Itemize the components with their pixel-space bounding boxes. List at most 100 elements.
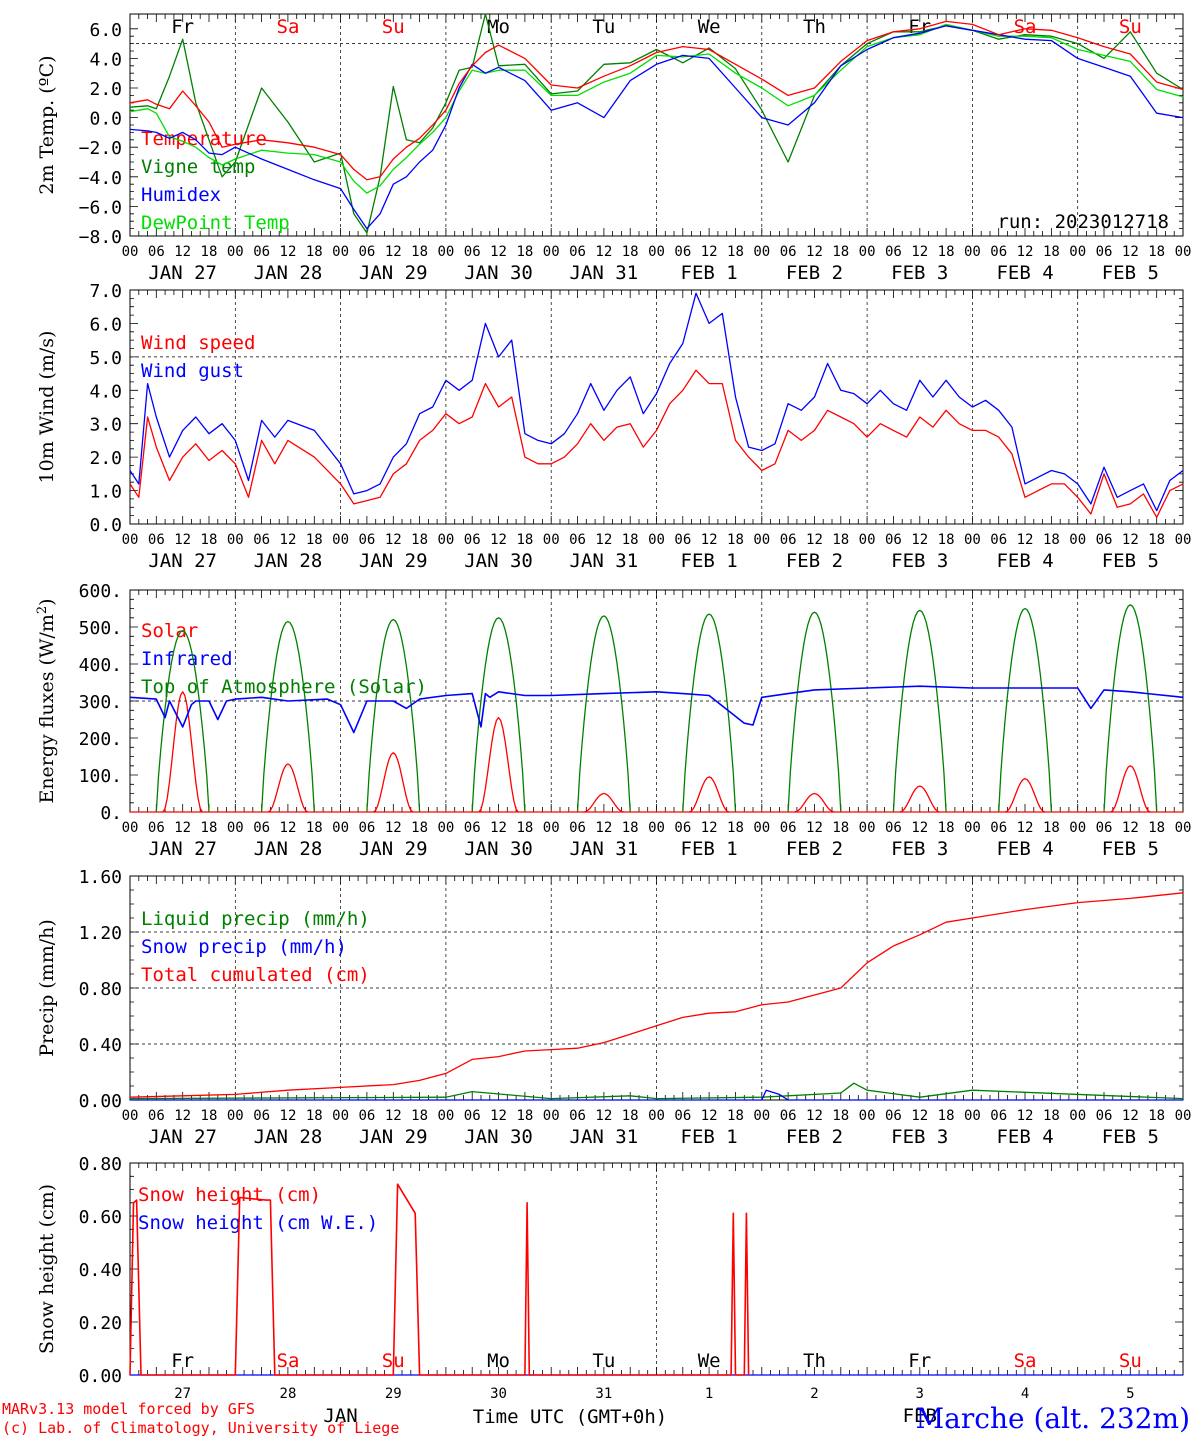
wind-hour-label: 18 xyxy=(832,532,849,548)
precip-date-label: FEB 4 xyxy=(996,1126,1053,1148)
energy-hour-label: 00 xyxy=(1069,820,1086,836)
precip-date-label: JAN 27 xyxy=(148,1126,217,1148)
wind-hour-label: 00 xyxy=(1069,532,1086,548)
energy-hour-label: 06 xyxy=(674,820,691,836)
precip-hour-label: 18 xyxy=(306,1108,323,1124)
temp-hour-label: 12 xyxy=(806,244,823,260)
wind-y-tick-label: 7.0 xyxy=(89,281,122,302)
day-name-top: Tu xyxy=(592,16,615,38)
toa-solar-curve xyxy=(787,611,842,813)
temp-hour-label: 12 xyxy=(911,244,928,260)
temp-hour-label: 18 xyxy=(1043,244,1060,260)
day-name-bottom: Su xyxy=(382,1350,405,1372)
temp-hour-label: 00 xyxy=(122,244,139,260)
run-label: run: 2023012718 xyxy=(997,211,1169,233)
day-name-bottom: Mo xyxy=(487,1350,510,1372)
wind-date-label: FEB 2 xyxy=(786,550,843,572)
energy-y-label-end: ) xyxy=(36,598,58,605)
energy-hour-label: 06 xyxy=(253,820,270,836)
energy-y-tick-label: 0. xyxy=(100,803,122,824)
energy-hour-label: 06 xyxy=(780,820,797,836)
temp-hour-label: 06 xyxy=(674,244,691,260)
temp-date-label: FEB 1 xyxy=(681,262,738,284)
wind-hour-label: 12 xyxy=(385,532,402,548)
toa-solar-curve xyxy=(260,620,315,813)
temp-hour-label: 00 xyxy=(964,244,981,260)
temp-hour-label: 18 xyxy=(938,244,955,260)
wind-hour-label: 00 xyxy=(648,532,665,548)
temp-y-tick-label: 4.0 xyxy=(89,49,122,70)
energy-hour-label: 00 xyxy=(332,820,349,836)
precip-hour-label: 18 xyxy=(938,1108,955,1124)
energy-date-label: FEB 1 xyxy=(681,838,738,860)
toa-solar-curve xyxy=(471,617,526,813)
temp-hour-label: 12 xyxy=(174,244,191,260)
snow-legend-item: Snow height (cm) xyxy=(138,1184,321,1206)
temp-hour-label: 00 xyxy=(648,244,665,260)
day-number-label: 1 xyxy=(705,1386,713,1402)
temp-date-label: JAN 31 xyxy=(570,262,639,284)
wind-y-tick-label: 4.0 xyxy=(89,381,122,402)
precip-hour-label: 18 xyxy=(622,1108,639,1124)
wind-hour-label: 00 xyxy=(227,532,244,548)
wind-date-label: FEB 1 xyxy=(681,550,738,572)
wind-hour-label: 12 xyxy=(490,532,507,548)
temp-hour-label: 00 xyxy=(332,244,349,260)
snow-legend-item: Snow height (cm W.E.) xyxy=(138,1212,378,1234)
wind-hour-label: 06 xyxy=(253,532,270,548)
wind-hour-label: 12 xyxy=(595,532,612,548)
temp-hour-label: 12 xyxy=(385,244,402,260)
precip-y-axis-label: Precip (mm/h) xyxy=(36,919,58,1057)
day-number-label: 27 xyxy=(174,1386,191,1402)
energy-hour-label: 06 xyxy=(464,820,481,836)
temp-hour-label: 12 xyxy=(280,244,297,260)
wind-date-label: FEB 4 xyxy=(996,550,1053,572)
energy-hour-label: 18 xyxy=(1148,820,1165,836)
precip-hour-label: 00 xyxy=(437,1108,454,1124)
snow-y-tick-label: 0.20 xyxy=(79,1313,122,1334)
energy-hour-label: 12 xyxy=(490,820,507,836)
day-number-label: 30 xyxy=(490,1386,507,1402)
temp-date-label: FEB 2 xyxy=(786,262,843,284)
energy-legend-item: Infrared xyxy=(141,648,233,670)
credit-line-1: MARv3.13 model forced by GFS xyxy=(2,1400,255,1418)
day-number-label: 5 xyxy=(1126,1386,1134,1402)
precip-hour-label: 00 xyxy=(122,1108,139,1124)
solar-curve xyxy=(1005,778,1046,813)
day-name-top: Su xyxy=(1119,16,1142,38)
temp-panel: 6.0 4.0 2.0 0.0 −2.0 −4.0 −6.0 −8.0 2m Temp. (ºC… xyxy=(36,13,1192,284)
day-number-label: 31 xyxy=(595,1386,612,1402)
wind-legend-item: Wind speed xyxy=(141,332,255,354)
wind-hour-label: 06 xyxy=(1096,532,1113,548)
precip-hour-label: 18 xyxy=(1043,1108,1060,1124)
wind-date-label: JAN 27 xyxy=(148,550,217,572)
wind-hour-label: 18 xyxy=(201,532,218,548)
temp-hour-label: 18 xyxy=(306,244,323,260)
day-name-bottom: Fr xyxy=(171,1350,194,1372)
wind-gust-line xyxy=(129,292,1184,512)
temp-hour-label: 06 xyxy=(885,244,902,260)
snow-y-tick-label: 0.40 xyxy=(79,1260,122,1281)
solar-curve xyxy=(478,716,519,813)
wind-y-ticks xyxy=(130,289,1183,525)
energy-y-tick-label: 300. xyxy=(79,692,122,713)
solar-curve xyxy=(373,752,414,813)
temp-legend-item: Temperature xyxy=(141,128,267,150)
temp-y-axis-label: 2m Temp. (ºC) xyxy=(36,55,58,194)
x-axis-title: Time UTC (GMT+0h) xyxy=(473,1406,667,1428)
wind-hour-label: 18 xyxy=(938,532,955,548)
temp-hour-label: 00 xyxy=(1175,244,1192,260)
energy-hour-label: 06 xyxy=(990,820,1007,836)
wind-y-tick-label: 6.0 xyxy=(89,314,122,335)
temp-hour-label: 06 xyxy=(780,244,797,260)
wind-hour-label: 18 xyxy=(516,532,533,548)
wind-hour-label: 06 xyxy=(885,532,902,548)
precip-hour-label: 06 xyxy=(148,1108,165,1124)
precip-hour-label: 12 xyxy=(1017,1108,1034,1124)
energy-hour-label: 12 xyxy=(701,820,718,836)
precip-y-tick-label: 0.40 xyxy=(79,1035,122,1056)
temp-hour-label: 06 xyxy=(569,244,586,260)
energy-x-ticks xyxy=(129,590,1184,812)
temp-y-tick-label: −6.0 xyxy=(79,197,122,218)
temp-hour-label: 06 xyxy=(990,244,1007,260)
